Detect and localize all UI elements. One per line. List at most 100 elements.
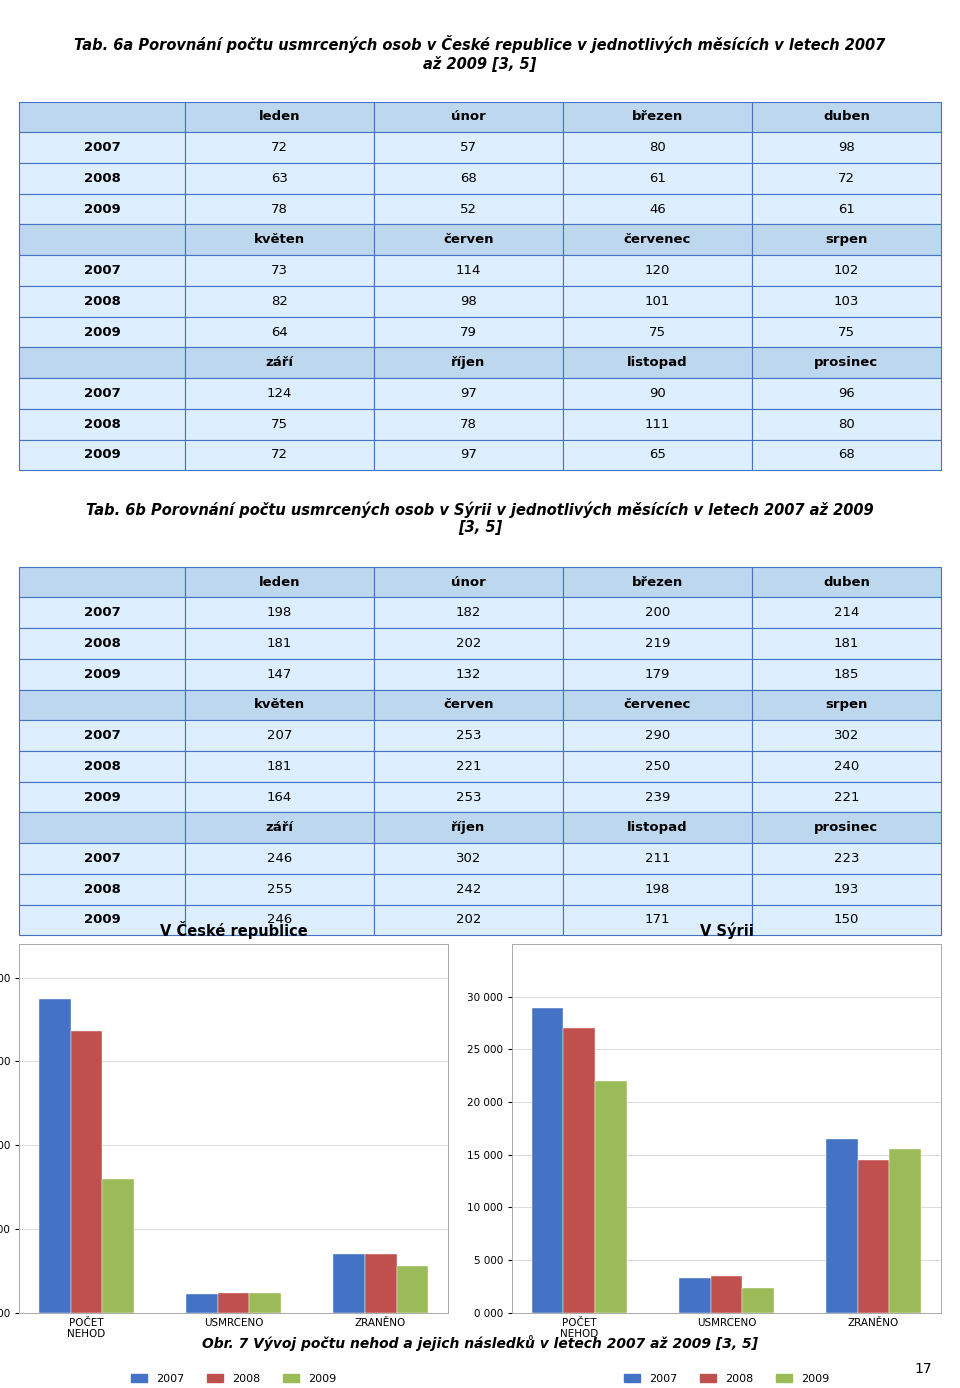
Text: 78: 78	[271, 203, 288, 215]
Text: 185: 185	[833, 668, 859, 680]
Text: 181: 181	[267, 759, 292, 773]
Text: 219: 219	[645, 637, 670, 650]
Title: V České republice: V České republice	[159, 920, 307, 938]
Text: 2007: 2007	[84, 142, 121, 154]
Text: 80: 80	[838, 418, 854, 430]
Text: Tab. 6a Porovnání počtu usmrcených osob v České republice v jednotlivých měsícíc: Tab. 6a Porovnání počtu usmrcených osob …	[74, 35, 886, 72]
Bar	[563, 132, 752, 162]
Text: 253: 253	[456, 729, 481, 743]
Text: 65: 65	[649, 448, 666, 461]
Bar	[563, 905, 752, 936]
Text: 198: 198	[267, 607, 292, 619]
Text: 132: 132	[456, 668, 481, 680]
Text: 72: 72	[271, 448, 288, 461]
Bar	[19, 905, 185, 936]
Text: 202: 202	[456, 637, 481, 650]
Bar	[563, 378, 752, 409]
Bar	[185, 597, 374, 629]
Text: 80: 80	[649, 142, 666, 154]
Bar	[19, 101, 185, 132]
Text: 214: 214	[833, 607, 859, 619]
Bar	[185, 1294, 218, 1313]
Text: 200: 200	[645, 607, 670, 619]
Bar	[563, 690, 752, 720]
Text: Tab. 6b Porovnání počtu usmrcených osob v Sýrii v jednotlivých měsících v letech: Tab. 6b Porovnání počtu usmrcených osob …	[86, 501, 874, 536]
Bar	[19, 751, 185, 781]
Text: 103: 103	[833, 294, 859, 308]
Text: 97: 97	[460, 387, 477, 400]
Bar	[752, 101, 941, 132]
Bar	[374, 566, 563, 597]
Bar	[19, 132, 185, 162]
Text: 182: 182	[456, 607, 481, 619]
Text: 120: 120	[645, 264, 670, 278]
Bar	[185, 162, 374, 194]
Bar	[396, 1266, 428, 1313]
Bar	[70, 1031, 103, 1313]
Bar	[250, 1292, 281, 1313]
Bar	[563, 629, 752, 659]
Bar	[752, 316, 941, 347]
Text: 101: 101	[645, 294, 670, 308]
Bar	[374, 132, 563, 162]
Text: listopad: listopad	[627, 357, 687, 369]
Text: 2008: 2008	[84, 883, 121, 895]
Text: 73: 73	[271, 264, 288, 278]
Text: 164: 164	[267, 791, 292, 804]
Bar	[19, 843, 185, 874]
Bar	[185, 347, 374, 378]
Text: říjen: říjen	[451, 357, 486, 369]
Bar	[374, 101, 563, 132]
Text: srpen: srpen	[826, 233, 868, 246]
Bar	[374, 440, 563, 471]
Text: prosinec: prosinec	[814, 357, 878, 369]
Bar	[752, 781, 941, 812]
Bar	[185, 225, 374, 255]
Bar	[19, 409, 185, 440]
Text: Obr. 7 Vývoj počtu nehod a jejich následků v letech 2007 až 2009 [3, 5]: Obr. 7 Vývoj počtu nehod a jejich násled…	[202, 1334, 758, 1351]
Bar	[710, 1276, 742, 1313]
Bar	[185, 378, 374, 409]
Bar	[563, 720, 752, 751]
Text: 179: 179	[645, 668, 670, 680]
Text: 239: 239	[645, 791, 670, 804]
Bar	[563, 566, 752, 597]
Text: květen: květen	[254, 233, 305, 246]
Bar	[563, 812, 752, 843]
Bar	[563, 255, 752, 286]
Text: 2009: 2009	[84, 448, 121, 461]
Bar	[374, 874, 563, 905]
Bar	[563, 316, 752, 347]
Text: 202: 202	[456, 913, 481, 926]
Bar	[563, 162, 752, 194]
Text: únor: únor	[451, 111, 486, 124]
Bar	[563, 659, 752, 690]
Text: 2007: 2007	[84, 387, 121, 400]
Bar	[595, 1081, 627, 1313]
Text: 171: 171	[645, 913, 670, 926]
Bar	[374, 409, 563, 440]
Bar	[19, 812, 185, 843]
Bar	[19, 440, 185, 471]
Bar	[374, 720, 563, 751]
Bar	[365, 1253, 396, 1313]
Text: 64: 64	[271, 326, 288, 339]
Text: 2008: 2008	[84, 294, 121, 308]
Text: červenec: červenec	[624, 698, 691, 712]
Bar	[185, 720, 374, 751]
Text: 124: 124	[267, 387, 292, 400]
Text: 2009: 2009	[84, 913, 121, 926]
Bar	[374, 751, 563, 781]
Bar	[752, 690, 941, 720]
Text: 75: 75	[271, 418, 288, 430]
Bar	[752, 843, 941, 874]
Bar	[374, 286, 563, 316]
Text: 302: 302	[833, 729, 859, 743]
Bar	[19, 162, 185, 194]
Text: 78: 78	[460, 418, 477, 430]
Bar	[185, 255, 374, 286]
Text: 90: 90	[649, 387, 666, 400]
Bar	[826, 1140, 857, 1313]
Bar	[563, 194, 752, 225]
Bar	[19, 720, 185, 751]
